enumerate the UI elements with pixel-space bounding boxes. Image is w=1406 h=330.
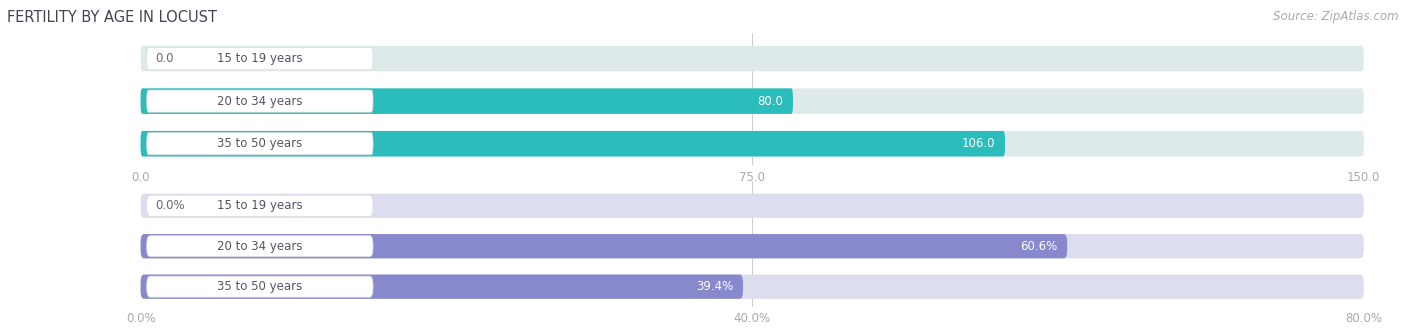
FancyBboxPatch shape [146,48,373,70]
Text: 39.4%: 39.4% [696,280,734,293]
FancyBboxPatch shape [141,131,1364,156]
Text: 80.0: 80.0 [758,95,783,108]
FancyBboxPatch shape [141,194,1364,218]
FancyBboxPatch shape [141,275,742,299]
FancyBboxPatch shape [146,236,373,257]
Text: 106.0: 106.0 [962,137,995,150]
Text: 35 to 50 years: 35 to 50 years [218,137,302,150]
Text: 15 to 19 years: 15 to 19 years [217,199,302,212]
Text: 15 to 19 years: 15 to 19 years [217,52,302,65]
Text: Source: ZipAtlas.com: Source: ZipAtlas.com [1274,10,1399,23]
FancyBboxPatch shape [146,195,373,216]
Text: 60.6%: 60.6% [1021,240,1057,253]
FancyBboxPatch shape [141,46,1364,71]
FancyBboxPatch shape [146,276,373,297]
Text: 35 to 50 years: 35 to 50 years [218,280,302,293]
FancyBboxPatch shape [141,275,1364,299]
FancyBboxPatch shape [146,90,373,112]
FancyBboxPatch shape [141,234,1364,258]
FancyBboxPatch shape [141,88,793,114]
Text: 20 to 34 years: 20 to 34 years [217,240,302,253]
Text: 20 to 34 years: 20 to 34 years [217,95,302,108]
FancyBboxPatch shape [141,131,1005,156]
Text: FERTILITY BY AGE IN LOCUST: FERTILITY BY AGE IN LOCUST [7,10,217,25]
Text: 0.0: 0.0 [155,52,174,65]
Text: 0.0%: 0.0% [155,199,186,212]
FancyBboxPatch shape [141,234,1067,258]
FancyBboxPatch shape [141,88,1364,114]
FancyBboxPatch shape [146,133,373,155]
